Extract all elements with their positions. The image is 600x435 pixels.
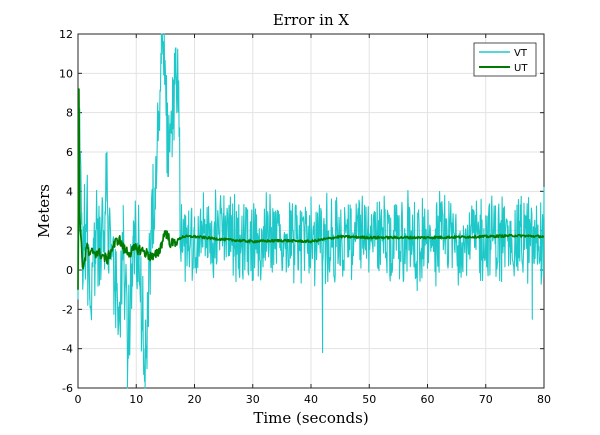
y-tick-label: 0 [66, 264, 73, 277]
legend-box [473, 42, 537, 77]
x-tick-label: 20 [188, 393, 202, 406]
legend-label-ut: UT [514, 63, 528, 74]
y-tick-label: 8 [66, 107, 73, 120]
y-tick-label: 2 [66, 225, 73, 238]
x-axis-label: Time (seconds) [253, 409, 368, 427]
x-tick-label: 60 [421, 393, 435, 406]
x-tick-label: 0 [75, 393, 82, 406]
y-tick-label: -6 [62, 382, 73, 395]
chart-title: Error in X [273, 11, 349, 29]
y-tick-label: 4 [66, 185, 73, 198]
y-tick-label: 10 [59, 67, 73, 80]
x-tick-label: 70 [479, 393, 493, 406]
legend-label-vt: VT [514, 48, 528, 59]
y-axis-label: Meters [35, 184, 53, 238]
x-tick-label: 40 [304, 393, 318, 406]
x-tick-label: 50 [362, 393, 376, 406]
x-tick-label: 80 [537, 393, 551, 406]
series-line-vt [77, 33, 545, 389]
x-tick-label: 30 [246, 393, 260, 406]
tick-labels: 0 10 20 30 40 50 60 70 80 -6 -4 -2 0 2 4 6 8 10 12 [59, 28, 551, 406]
y-tick-label: 12 [59, 28, 73, 41]
y-tick-label: -4 [62, 343, 73, 356]
series-layer [77, 33, 545, 389]
y-tick-label: 6 [66, 146, 73, 159]
x-tick-label: 10 [129, 393, 143, 406]
y-tick-label: -2 [62, 303, 73, 316]
legend: VT UT [473, 42, 537, 77]
series-line-ut [77, 88, 545, 290]
